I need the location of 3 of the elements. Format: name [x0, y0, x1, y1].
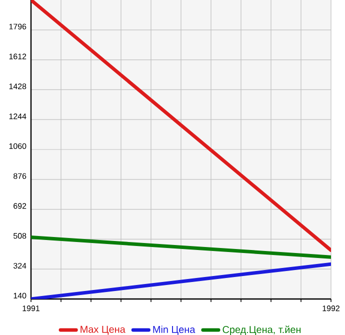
legend-label: Сред.Цена, т.йен: [222, 326, 301, 335]
legend-label: Min Цена: [153, 326, 196, 335]
legend-label: Max Цена: [80, 326, 126, 335]
